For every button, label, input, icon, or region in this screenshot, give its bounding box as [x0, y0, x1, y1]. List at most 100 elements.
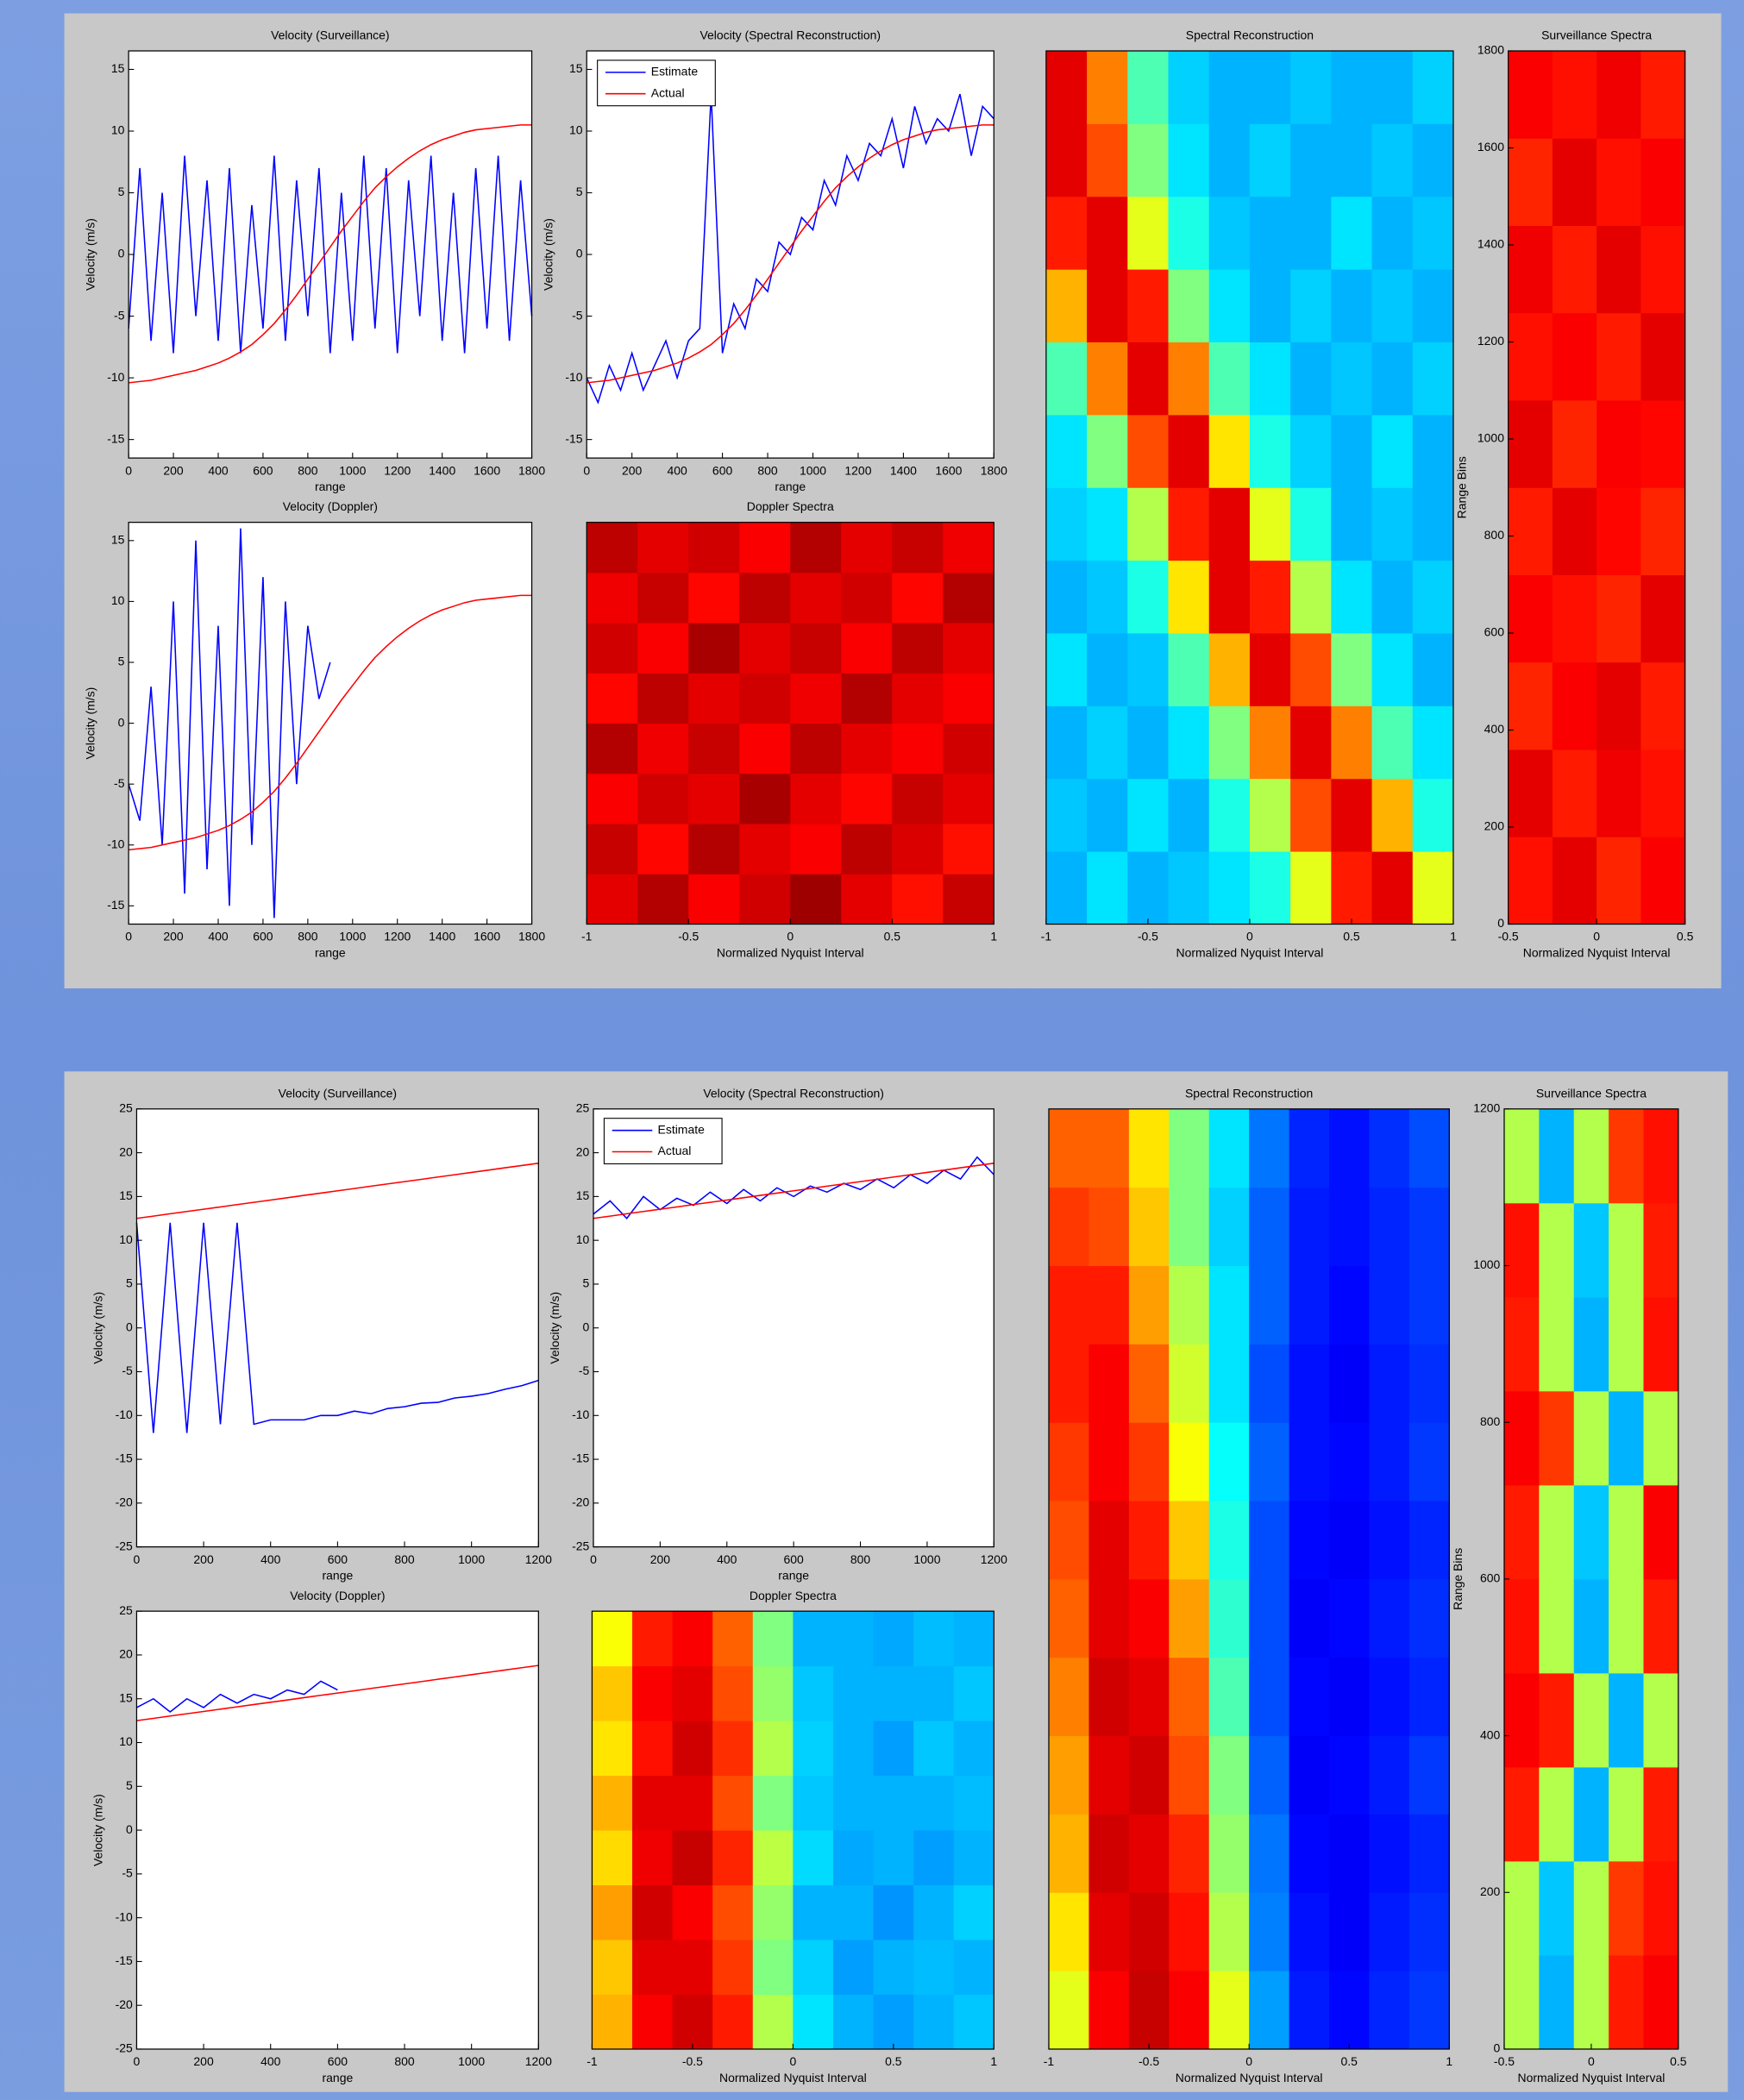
heatmap-cell — [637, 824, 689, 874]
x-axis-label: Normalized Nyquist Interval — [1176, 2071, 1323, 2084]
chart-title: Velocity (Surveillance) — [279, 1086, 397, 1100]
heatmap-cell — [913, 1665, 955, 1721]
heatmap-cell — [1371, 487, 1414, 561]
heatmap-cell — [832, 1665, 875, 1721]
heatmap-cell — [1539, 1202, 1575, 1298]
y-tick-label: 0 — [1497, 916, 1504, 930]
y-tick-label: 25 — [119, 1603, 133, 1617]
heatmap-cell — [712, 1721, 754, 1777]
heatmap-cell — [1290, 269, 1332, 342]
x-tick-label: 1 — [990, 930, 997, 943]
heatmap-cell — [1643, 1578, 1679, 1674]
heatmap-cell — [712, 1940, 754, 1995]
heatmap-cell — [637, 623, 689, 674]
heatmap-cell — [1371, 51, 1414, 124]
heatmap-cell — [1503, 1390, 1540, 1486]
heatmap-cell — [1048, 1108, 1089, 1188]
heatmap-cell — [1088, 1892, 1130, 1971]
heatmap-cell — [632, 1884, 674, 1940]
heatmap-cell — [793, 1775, 834, 1831]
heatmap-cell — [1088, 1108, 1130, 1188]
heatmap-cell — [1289, 1814, 1330, 1893]
x-tick-label: 800 — [757, 463, 778, 477]
heatmap-cell — [1412, 560, 1454, 634]
heatmap-cell — [592, 1940, 633, 1995]
heatmap-cell — [1412, 633, 1454, 706]
heatmap-cell — [592, 1830, 633, 1886]
heatmap-cell — [1331, 51, 1373, 124]
heatmap-cell — [1412, 414, 1454, 488]
heatmap-cell — [712, 1665, 754, 1721]
heatmap-cell — [1208, 414, 1251, 488]
heatmap-cell — [1369, 1344, 1410, 1423]
y-tick-label: 800 — [1484, 528, 1505, 542]
heatmap-cell — [1048, 1344, 1089, 1423]
heatmap-cell — [1249, 1971, 1290, 2050]
heatmap-cell — [1048, 1657, 1089, 1737]
legend-label: Estimate — [651, 65, 699, 78]
heatmap-cell — [953, 1884, 994, 1940]
heatmap-cell — [712, 1775, 754, 1831]
heatmap-cell — [632, 1994, 674, 2050]
heatmap-cell — [943, 824, 994, 874]
y-tick-label: -20 — [116, 1997, 133, 2011]
heatmap-cell — [1048, 1187, 1089, 1266]
heatmap-cell — [1408, 1814, 1450, 1893]
heatmap-cell — [1289, 1108, 1330, 1188]
heatmap-cell — [1369, 1657, 1410, 1737]
heatmap-cell — [1127, 487, 1169, 561]
y-tick-label: -5 — [572, 308, 583, 322]
heatmap-cell — [841, 522, 893, 574]
heatmap-cell — [1289, 1971, 1330, 2050]
y-tick-label: 0 — [576, 247, 583, 260]
heatmap-cell — [1573, 1954, 1609, 2050]
heatmap-cell — [1539, 1578, 1575, 1674]
heatmap-cell — [587, 874, 638, 925]
heatmap-cell — [1127, 705, 1169, 780]
heatmap-cell — [1088, 1578, 1130, 1658]
heatmap-cell — [1169, 1265, 1210, 1345]
heatmap-cell — [873, 1884, 914, 1940]
heatmap-cell — [1609, 1860, 1644, 1956]
y-tick-label: 1000 — [1473, 1257, 1500, 1271]
axes-background — [136, 1108, 539, 1547]
heatmap-cell — [587, 723, 638, 774]
heatmap-cell — [1128, 1892, 1170, 1971]
x-tick-label: 400 — [208, 463, 229, 477]
x-tick-label: 0.5 — [1343, 930, 1360, 943]
heatmap-cell — [913, 1940, 955, 1995]
heatmap-cell — [1643, 1108, 1679, 1204]
y-tick-label: 600 — [1480, 1571, 1501, 1585]
heatmap-cell — [1597, 749, 1641, 837]
data-line — [587, 124, 994, 384]
y-tick-label: 5 — [126, 1276, 133, 1290]
heatmap-cell — [688, 824, 740, 874]
chart-title: Spectral Reconstruction — [1185, 1086, 1313, 1100]
heatmap-cell — [841, 572, 893, 624]
chart-title: Spectral Reconstruction — [1186, 28, 1314, 42]
heatmap-cell — [892, 623, 944, 674]
heatmap-cell — [1045, 342, 1088, 416]
data-line — [128, 155, 533, 354]
heatmap-cell — [1329, 1971, 1370, 2050]
heatmap-cell — [1371, 196, 1414, 270]
x-tick-label: -0.5 — [1498, 930, 1519, 943]
heatmap-cell — [1640, 312, 1686, 401]
heatmap-cell — [1208, 1735, 1250, 1815]
heatmap-cell — [1249, 1501, 1290, 1580]
heatmap-cell — [1045, 123, 1088, 197]
chart-title: Doppler Spectra — [750, 1589, 837, 1602]
heatmap-cell — [873, 1994, 914, 2050]
heatmap-cell — [1048, 1814, 1089, 1893]
heatmap-cell — [832, 1940, 875, 1995]
x-tick-label: 0 — [1588, 2054, 1595, 2068]
heatmap-cell — [1508, 225, 1553, 314]
heatmap-cell — [1640, 400, 1686, 488]
heatmap-cell — [1609, 1766, 1644, 1862]
heatmap-cell — [1503, 1484, 1540, 1580]
heatmap-cell — [873, 1775, 914, 1831]
axes-background — [136, 1611, 539, 2049]
heatmap-cell — [632, 1611, 674, 1667]
heatmap-cell — [739, 572, 791, 624]
heatmap-cell — [1503, 1578, 1540, 1674]
